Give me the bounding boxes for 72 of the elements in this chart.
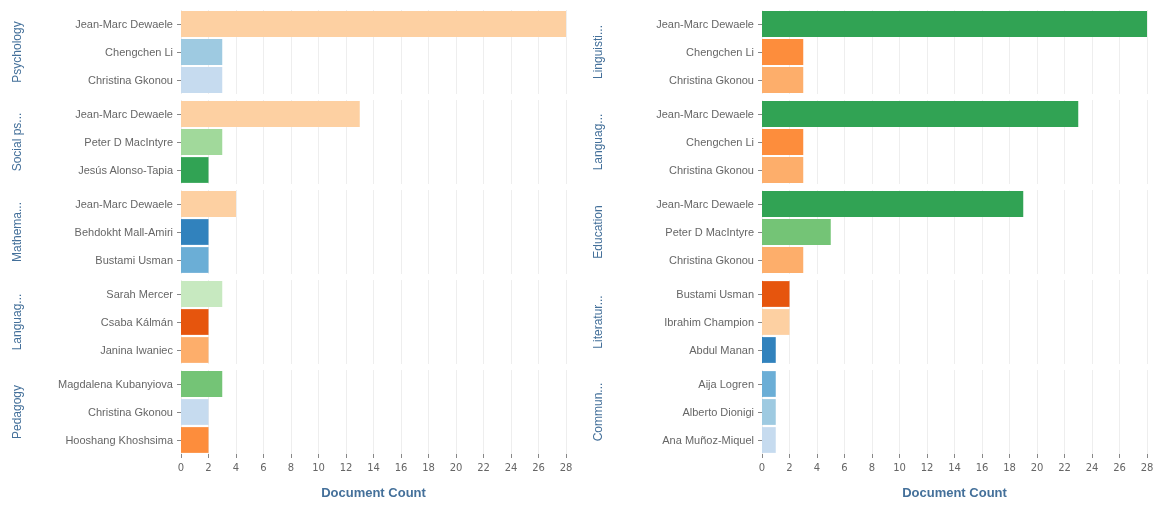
x-tick-label: 20 — [1030, 461, 1044, 473]
y-tick-label: Jean-Marc Dewaele — [75, 198, 173, 210]
y-tick-label: Chengchen Li — [686, 46, 754, 58]
y-axis-title: Linguisti... — [591, 24, 605, 80]
y-tick-label: Jean-Marc Dewaele — [656, 18, 754, 30]
x-tick-label: 18 — [422, 461, 435, 473]
x-tick-label: 10 — [893, 461, 906, 473]
y-tick-label: Jean-Marc Dewaele — [656, 198, 754, 210]
y-tick-label: Ibrahim Champion — [664, 316, 754, 328]
x-tick-label: 16 — [975, 461, 989, 473]
x-tick-label: 18 — [1003, 461, 1016, 473]
y-tick-label: Christina Gkonou — [88, 406, 173, 418]
x-tick-label: 0 — [177, 461, 185, 473]
y-tick-label: Peter D MacIntyre — [84, 136, 173, 148]
y-tick-label: Aija Logren — [698, 378, 754, 390]
y-tick-label: Jean-Marc Dewaele — [75, 108, 173, 120]
x-tick-label: 2 — [205, 461, 212, 473]
x-tick-label: 10 — [312, 461, 325, 473]
y-tick-label: Behdokht Mall-Amiri — [74, 226, 173, 238]
x-tick-label: 22 — [477, 461, 490, 473]
x-tick-label: 12 — [920, 461, 934, 473]
x-axis-title: Document Count — [902, 485, 1008, 500]
x-tick-label: 28 — [1140, 461, 1154, 473]
x-tick-label: 28 — [559, 461, 573, 473]
y-tick-label: Bustami Usman — [676, 288, 754, 300]
x-axis-title: Document Count — [321, 485, 427, 500]
y-axis-title: Social ps... — [10, 112, 24, 172]
x-tick-label: 2 — [786, 461, 793, 473]
x-tick-label: 12 — [339, 461, 353, 473]
x-tick-label: 8 — [287, 461, 295, 473]
x-tick-label: 26 — [1113, 461, 1126, 473]
y-tick-label: Christina Gkonou — [669, 74, 754, 86]
x-tick-label: 6 — [260, 461, 267, 473]
x-tick-label: 0 — [758, 461, 766, 473]
x-tick-label: 16 — [394, 461, 408, 473]
y-tick-label: Janina Iwaniec — [100, 344, 174, 356]
y-tick-label: Jesús Alonso-Tapia — [78, 164, 174, 176]
x-tick-label: 20 — [449, 461, 463, 473]
x-tick-label: 24 — [504, 461, 518, 473]
y-tick-label: Magdalena Kubanyiova — [58, 378, 174, 390]
x-tick-label: 8 — [868, 461, 876, 473]
y-tick-label: Chengchen Li — [686, 136, 754, 148]
x-tick-label: 24 — [1085, 461, 1099, 473]
y-axis-title: Languag... — [10, 293, 24, 351]
y-tick-label: Abdul Manan — [689, 344, 754, 356]
y-tick-label: Hooshang Khoshsima — [65, 434, 174, 446]
y-tick-label: Csaba Kálmán — [100, 316, 173, 328]
y-tick-label: Chengchen Li — [105, 46, 173, 58]
x-tick-label: 14 — [367, 461, 380, 473]
y-axis-title: Pedagogy — [10, 384, 24, 440]
y-tick-label: Christina Gkonou — [669, 254, 754, 266]
y-tick-label: Bustami Usman — [95, 254, 173, 266]
x-tick-label: 22 — [1058, 461, 1071, 473]
y-tick-label: Jean-Marc Dewaele — [75, 18, 173, 30]
x-tick-label: 14 — [948, 461, 961, 473]
y-tick-label: Peter D MacIntyre — [665, 226, 754, 238]
x-tick-label: 4 — [232, 461, 240, 473]
y-axis-title: Psychology — [10, 21, 24, 83]
y-tick-label: Alberto Dionigi — [682, 406, 754, 418]
x-tick-label: 26 — [532, 461, 545, 473]
y-tick-label: Christina Gkonou — [88, 74, 173, 86]
y-axis-title: Commun... — [591, 382, 605, 442]
y-tick-label: Jean-Marc Dewaele — [656, 108, 754, 120]
y-axis-title: Mathema... — [10, 201, 24, 263]
y-tick-label: Sarah Mercer — [106, 288, 174, 300]
x-tick-label: 6 — [841, 461, 848, 473]
y-axis-title: Education — [591, 205, 605, 259]
y-axis-title: Languag... — [591, 113, 605, 171]
y-tick-label: Christina Gkonou — [669, 164, 754, 176]
x-tick-label: 4 — [813, 461, 821, 473]
y-tick-label: Ana Muñoz-Miquel — [662, 434, 754, 446]
y-axis-title: Literatur... — [591, 295, 605, 349]
